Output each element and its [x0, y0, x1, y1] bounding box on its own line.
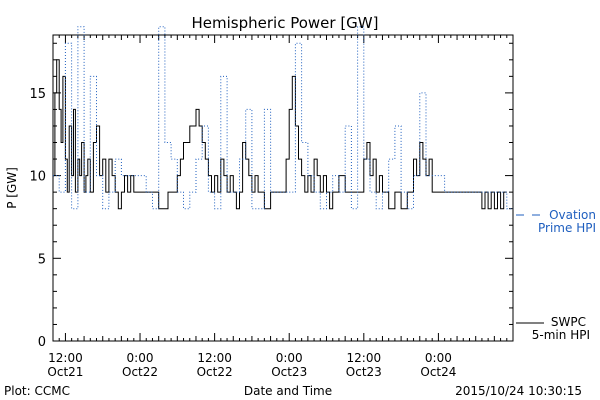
- legend-ovation-line1: Ovation: [549, 208, 596, 222]
- y-tick-label: 0: [38, 335, 46, 350]
- footer-right: 2015/10/24 10:30:15: [455, 384, 582, 398]
- x-tick-date-label: Oct21: [47, 365, 83, 379]
- x-tick-date-label: Oct23: [271, 365, 307, 379]
- x-axis: 12:00Oct210:00Oct2212:00Oct220:00Oct2312…: [47, 35, 514, 379]
- x-tick-date-label: Oct22: [197, 365, 233, 379]
- y-tick-label: 15: [29, 87, 46, 102]
- x-tick-time-label: 12:00: [197, 351, 232, 365]
- footer-left: Plot: CCMC: [4, 384, 70, 398]
- x-tick-date-label: Oct23: [346, 365, 382, 379]
- legend-swpc-line1: SWPC: [551, 315, 586, 329]
- legend-swpc-line2: 5-min HPI: [532, 328, 590, 342]
- chart-title: Hemispheric Power [GW]: [192, 14, 379, 32]
- x-axis-label: Date and Time: [244, 384, 332, 398]
- series-ovation-prime-hpi: [53, 26, 513, 210]
- y-tick-label: 5: [38, 252, 46, 267]
- x-tick-date-label: Oct24: [420, 365, 456, 379]
- x-tick-date-label: Oct22: [122, 365, 158, 379]
- x-tick-time-label: 0:00: [276, 351, 303, 365]
- x-tick-time-label: 0:00: [425, 351, 452, 365]
- legend: Ovation Prime HPI SWPC 5-min HPI: [516, 208, 596, 342]
- legend-ovation-line2: Prime HPI: [538, 221, 596, 235]
- x-tick-time-label: 12:00: [347, 351, 382, 365]
- x-tick-time-label: 0:00: [127, 351, 154, 365]
- series-layer: [53, 26, 513, 210]
- y-axis-label: P [GW]: [5, 167, 19, 209]
- y-tick-label: 10: [29, 170, 46, 185]
- x-tick-time-label: 12:00: [48, 351, 83, 365]
